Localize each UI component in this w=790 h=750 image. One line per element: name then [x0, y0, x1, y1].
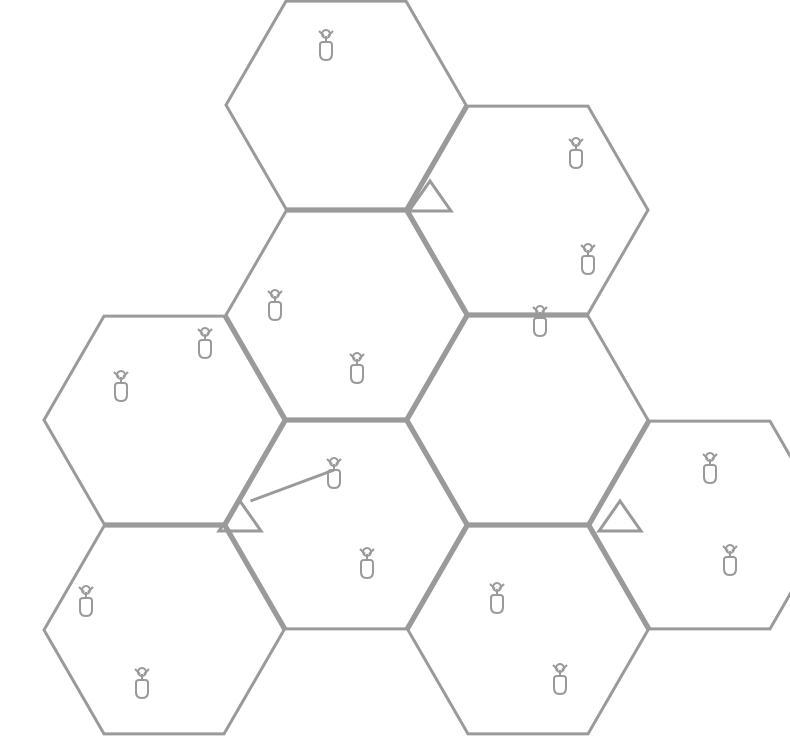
cellular-network-diagram: [0, 0, 790, 750]
hexagon-cell: [226, 421, 466, 629]
user-device-icon: [319, 30, 333, 60]
connection-line: [251, 470, 335, 501]
hexagon-cell: [44, 316, 284, 524]
user-device-icon: [490, 583, 504, 613]
user-device-icon: [79, 586, 93, 616]
hexagon-cell: [408, 526, 648, 734]
user-device-icon: [581, 244, 595, 274]
user-device-icon: [114, 371, 128, 401]
hexagon-cell: [226, 1, 466, 209]
user-device-icon: [569, 138, 583, 168]
hexagon-cell: [226, 211, 466, 419]
hexagon-cell: [44, 526, 284, 734]
hexagon-cell: [408, 316, 648, 524]
base-stations: [219, 181, 641, 531]
user-device-icon: [350, 353, 364, 383]
user-device-icon: [703, 453, 717, 483]
user-device-icon: [723, 545, 737, 575]
user-device-icon: [533, 306, 547, 336]
hexagon-cell: [590, 421, 790, 629]
user-device-icon: [553, 664, 567, 694]
base-station-icon: [599, 501, 641, 531]
user-device-icon: [360, 548, 374, 578]
user-device-icon: [198, 328, 212, 358]
hexagon-cells: [44, 1, 790, 734]
connection-line: [251, 470, 335, 501]
user-device-icon: [135, 668, 149, 698]
user-devices: [79, 30, 737, 698]
user-device-icon: [268, 290, 282, 320]
